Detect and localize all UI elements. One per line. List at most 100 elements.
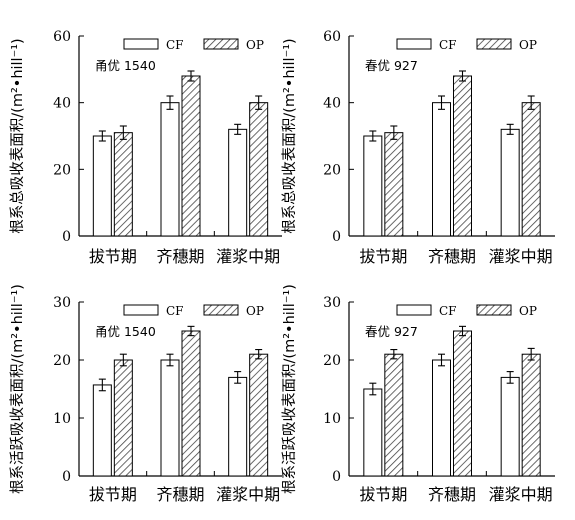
y-tick-label: 60	[323, 29, 341, 45]
bar-op	[521, 102, 541, 237]
bar-cf	[432, 359, 451, 477]
bar-cf	[160, 359, 180, 477]
legend-label-cf: CF	[439, 304, 457, 318]
bar-cf	[363, 388, 383, 477]
chart-panel-4: 0 10 20 30 拔节期 齐穗期 灌浆中期 CF OP 春优 927 根系活跃吸收表面积/(m²…	[281, 284, 555, 504]
bar-op	[113, 359, 133, 477]
x-tick-label: 齐穗期	[428, 247, 476, 266]
y-axis-label: 根系总吸收表面积/(m²•hill⁻¹)	[281, 38, 298, 233]
bar-cf	[160, 102, 180, 237]
error-bar	[459, 325, 466, 337]
bar-cf	[432, 102, 451, 237]
bar-op	[249, 353, 269, 477]
x-tick-label: 灌浆中期	[216, 247, 280, 266]
legend-swatch-cf	[396, 304, 432, 316]
error-bar	[527, 95, 535, 110]
legend-swatch-op	[203, 304, 239, 316]
error-bar	[166, 95, 174, 110]
x-tick-label: 拔节期	[359, 247, 407, 266]
y-tick-label: 0	[62, 229, 71, 245]
bar-op	[453, 75, 472, 237]
bar-op	[521, 353, 541, 477]
x-tick-label: 灌浆中期	[216, 485, 280, 504]
chart-panel-2: 0 20 40 60 拔节期 齐穗期 灌浆中期 CF OP 春优 927 根系总吸收表面积/(m²•…	[281, 29, 555, 266]
error-bar	[506, 123, 514, 135]
error-bar	[438, 95, 445, 110]
bar-op	[384, 353, 404, 477]
legend-swatch-cf	[123, 38, 159, 50]
y-tick-label: 40	[53, 96, 71, 112]
y-tick-label: 20	[323, 162, 341, 178]
bar-op	[453, 330, 472, 477]
y-tick-label: 30	[53, 295, 71, 311]
chart-panel-3: 0 10 20 30 拔节期 齐穗期 灌浆中期 CF OP 甬优 1540 根系活跃吸收表面积/(m…	[9, 284, 282, 504]
y-tick-label: 40	[323, 96, 341, 112]
error-bar	[527, 347, 535, 361]
error-bar	[459, 70, 466, 82]
variety-annotation: 甬优 1540	[95, 58, 156, 73]
error-bar	[438, 353, 445, 367]
legend-label-op: OP	[246, 38, 264, 52]
legend-label-cf: CF	[166, 304, 184, 318]
legend-label-op: OP	[519, 38, 537, 52]
error-bar	[369, 382, 377, 396]
bar-op	[113, 132, 133, 237]
x-tick-label: 齐穗期	[428, 485, 476, 504]
y-tick-label: 10	[323, 411, 341, 427]
legend-label-op: OP	[246, 304, 264, 318]
y-tick-label: 20	[53, 162, 71, 178]
y-axis-label: 根系活跃吸收表面积/(m²•hill⁻¹)	[9, 284, 26, 494]
variety-annotation: 春优 927	[365, 58, 418, 73]
legend-swatch-op	[476, 38, 512, 50]
y-tick-label: 0	[62, 469, 71, 485]
variety-annotation: 春优 927	[365, 324, 418, 339]
x-tick-label: 拔节期	[89, 247, 137, 266]
x-tick-label: 齐穗期	[156, 247, 204, 266]
y-tick-label: 0	[332, 469, 341, 485]
error-bar	[166, 353, 174, 367]
y-tick-label: 10	[53, 411, 71, 427]
error-bar	[255, 349, 263, 360]
y-tick-label: 30	[323, 295, 341, 311]
error-bar	[255, 95, 263, 110]
legend-swatch-cf	[396, 38, 432, 50]
y-tick-label: 60	[53, 29, 71, 45]
y-axis-label: 根系活跃吸收表面积/(m²•hill⁻¹)	[281, 284, 298, 494]
error-bar	[506, 371, 514, 384]
error-bar	[390, 349, 398, 360]
y-tick-label: 20	[53, 353, 71, 369]
legend-label-op: OP	[519, 304, 537, 318]
error-bar	[119, 125, 127, 140]
error-bar	[187, 70, 195, 82]
error-bar	[234, 123, 242, 135]
x-tick-label: 齐穗期	[156, 485, 204, 504]
bar-op	[249, 102, 269, 237]
bar-cf	[228, 128, 248, 237]
bar-cf	[92, 384, 112, 477]
bar-cf	[228, 376, 248, 477]
error-bar	[119, 353, 127, 367]
bar-op	[181, 330, 201, 477]
y-axis-label: 根系总吸收表面积/(m²•hill⁻¹)	[9, 38, 26, 233]
x-tick-label: 拔节期	[89, 485, 137, 504]
legend-swatch-cf	[123, 304, 159, 316]
bar-op	[181, 75, 201, 237]
error-bar	[234, 371, 242, 384]
bar-cf	[92, 135, 112, 237]
legend-swatch-op	[203, 38, 239, 50]
legend-label-cf: CF	[166, 38, 184, 52]
x-tick-label: 灌浆中期	[489, 247, 553, 266]
y-tick-label: 20	[323, 353, 341, 369]
x-tick-label: 拔节期	[359, 485, 407, 504]
error-bar	[369, 130, 377, 142]
x-tick-label: 灌浆中期	[489, 485, 553, 504]
bar-op	[384, 132, 404, 237]
bar-cf	[500, 128, 520, 237]
variety-annotation: 甬优 1540	[95, 324, 156, 339]
bar-cf	[363, 135, 383, 237]
legend-swatch-op	[476, 304, 512, 316]
bar-cf	[500, 376, 520, 477]
chart-panel-1: 0 20 40 60 拔节期 齐穗期 灌浆中期 CF OP 甬优 1540 根系总吸收表面积/(m²…	[9, 29, 282, 266]
legend-label-cf: CF	[439, 38, 457, 52]
